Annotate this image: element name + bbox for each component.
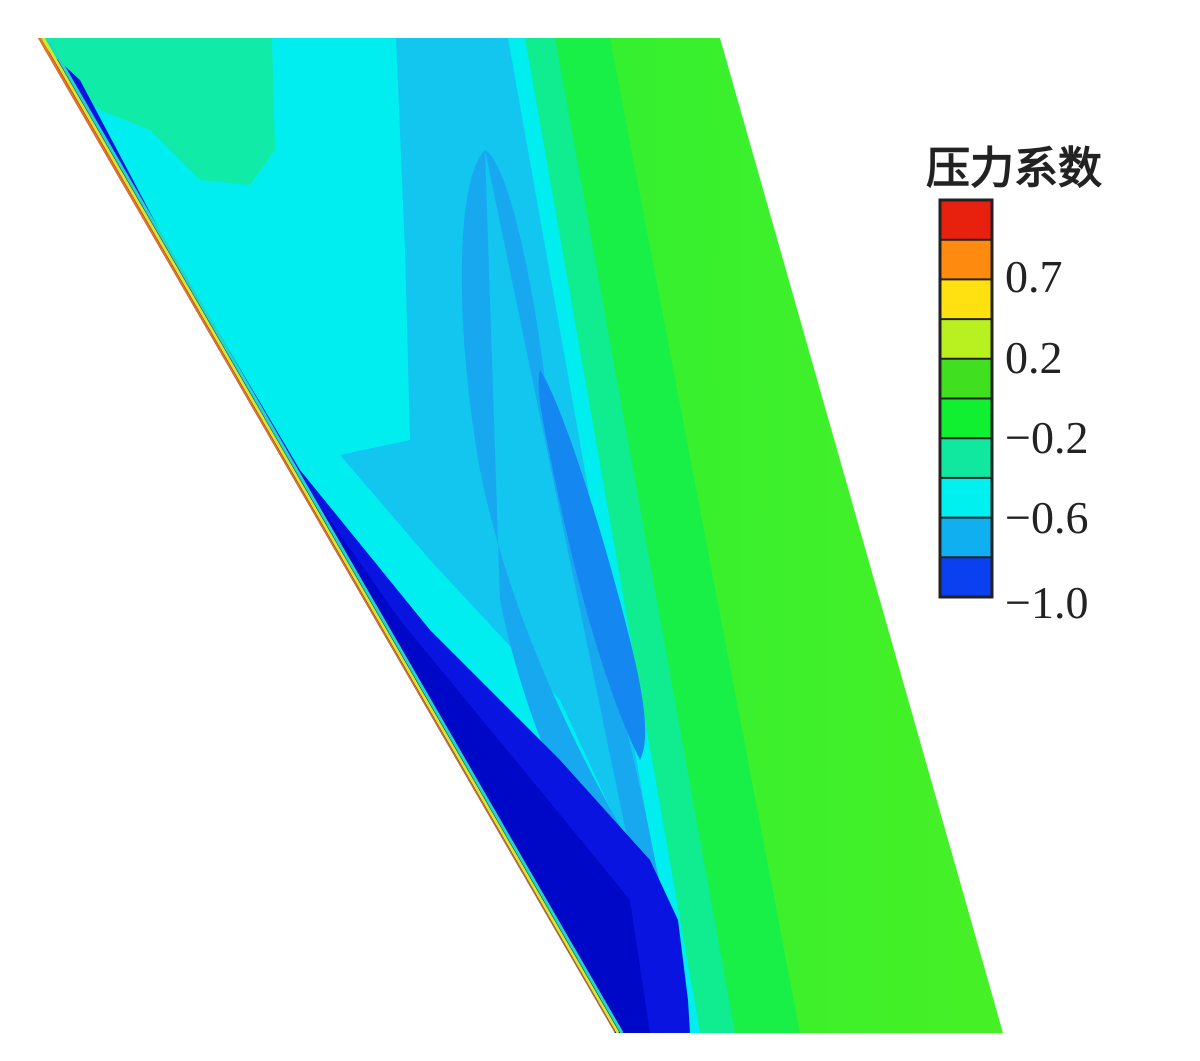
legend-tick-label: 0.7 — [1005, 251, 1063, 302]
legend-color-band — [940, 200, 992, 240]
contour-medium-blue — [461, 150, 680, 960]
legend-color-band — [940, 557, 992, 597]
legend-color-band — [940, 279, 992, 320]
leading-edge-green — [45, 38, 624, 1033]
legend-color-band — [940, 239, 992, 280]
legend-tick-label: −0.6 — [1005, 492, 1088, 543]
legend-color-band — [940, 358, 992, 399]
legend-tick-label: 0.2 — [1005, 332, 1063, 383]
legend-color-band — [940, 319, 992, 359]
contour-teal-region — [38, 38, 275, 185]
legend-color-band — [940, 398, 992, 439]
contour-dark-blue-core — [45, 50, 650, 1033]
legend-color-band — [940, 438, 992, 478]
legend-color-band — [940, 477, 992, 518]
legend-frame — [938, 198, 994, 599]
leading-edge-yellow — [41, 38, 620, 1033]
legend: 压力系数 0.7 0.2 −0.2 −0.6 −1.0 — [926, 143, 1102, 628]
legend-tick-label: −0.2 — [1005, 412, 1088, 463]
legend-title: 压力系数 — [926, 143, 1102, 194]
contour-blue — [538, 370, 646, 760]
legend-tick-label: −1.0 — [1005, 577, 1088, 628]
legend-color-band — [940, 517, 992, 558]
